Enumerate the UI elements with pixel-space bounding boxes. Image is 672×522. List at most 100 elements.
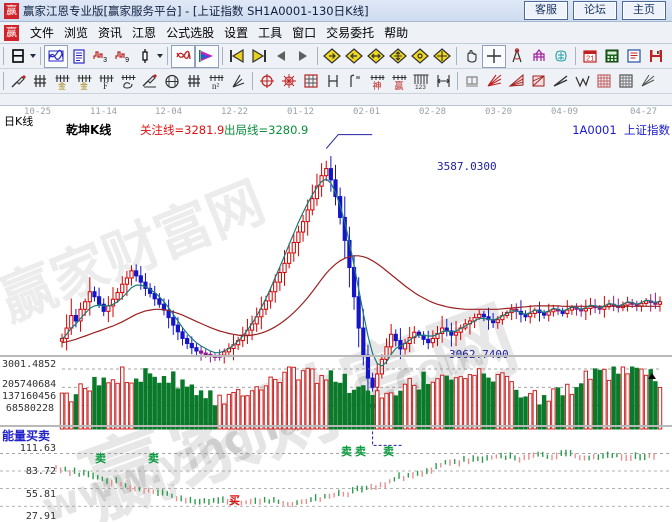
double-arrow-button[interactable] — [432, 71, 454, 92]
gann-f-button[interactable]: F — [95, 71, 117, 92]
fan-lines-button[interactable] — [483, 71, 505, 92]
spiral-button[interactable] — [117, 71, 139, 92]
grid-red-button[interactable] — [593, 71, 615, 92]
prev-button[interactable] — [270, 46, 292, 67]
angle-button[interactable] — [227, 71, 249, 92]
brain-button[interactable] — [550, 46, 572, 67]
svg-text:卖: 卖 — [341, 444, 352, 458]
zigzag-button[interactable] — [571, 71, 593, 92]
single-candle-button[interactable] — [134, 46, 156, 67]
n-squared-button[interactable]: n² — [205, 71, 227, 92]
chart-area[interactable]: 赢家财富网 赢家财富网 www.yingjia360.com 10-25 11-… — [0, 107, 672, 522]
date-tick: 12-04 — [155, 107, 183, 117]
square-grid-button[interactable] — [300, 71, 322, 92]
period-dropdown-chevron-down-icon[interactable] — [29, 46, 37, 67]
gann-fan-button[interactable] — [528, 46, 550, 67]
next-button[interactable] — [292, 46, 314, 67]
svg-text:金: 金 — [58, 81, 66, 90]
bracket-button[interactable] — [322, 71, 344, 92]
circle-grid-button[interactable] — [161, 71, 183, 92]
candle-dropdown-chevron-down-icon[interactable] — [156, 46, 164, 67]
menu-item-gann[interactable]: 江恩 — [132, 26, 157, 40]
grid-123-button[interactable]: 123 — [410, 71, 432, 92]
menu-item-formula-screen[interactable]: 公式选股 — [166, 26, 215, 40]
chart-header: 乾坤K线 关注线=3281.9 出局线=3280.9 1A0001 上证指数 — [0, 121, 672, 137]
price-panel[interactable]: 3587.0300 3062.7400 — [0, 134, 672, 447]
menu-item-browse[interactable]: 浏览 — [64, 26, 89, 40]
overlay-button[interactable] — [171, 44, 195, 68]
grid-dark-button[interactable] — [615, 71, 637, 92]
volume-axis-label: 68580228 — [5, 403, 54, 414]
menu-item-tools[interactable]: 工具 — [258, 26, 283, 40]
menu-item-settings[interactable]: 设置 — [224, 26, 249, 40]
nav-center-button[interactable] — [431, 46, 453, 67]
nav-horizontal-button[interactable] — [365, 46, 387, 67]
report-button[interactable] — [68, 46, 90, 67]
nav-right-button[interactable] — [321, 46, 343, 67]
crosshair-button[interactable] — [482, 44, 506, 68]
date-axis: 10-25 11-14 12-04 12-22 01-12 02-01 02-2… — [0, 107, 672, 119]
indicator-axis-label: 83.72 — [25, 466, 56, 477]
hand-tool-button[interactable] — [460, 46, 482, 67]
fan-small-button[interactable] — [637, 71, 659, 92]
svg-text:3: 3 — [103, 57, 107, 64]
svg-text:F: F — [103, 81, 108, 90]
calculator-button[interactable] — [601, 46, 623, 67]
last-page-button[interactable] — [248, 46, 270, 67]
indicator-axis-label: 55.81 — [25, 489, 56, 500]
notes-button[interactable] — [623, 46, 645, 67]
toolbar-separator — [457, 72, 458, 90]
klines-3-button[interactable]: 3 — [90, 46, 112, 67]
calendar-button[interactable]: 21 — [579, 46, 601, 67]
klines-9-button[interactable]: 9 — [112, 46, 134, 67]
menu-item-trade[interactable]: 交易委托 — [326, 26, 375, 40]
period-day-button[interactable] — [7, 46, 29, 67]
fan-fill-button[interactable] — [505, 71, 527, 92]
gann-gold-1-button[interactable]: 金 — [51, 71, 73, 92]
svg-text:n²: n² — [212, 81, 220, 90]
trend-line-button[interactable] — [549, 71, 571, 92]
compass-button[interactable] — [506, 46, 528, 67]
color-chart-button[interactable] — [195, 44, 219, 68]
date-tick: 01-12 — [287, 107, 315, 117]
gann-gold-2-button[interactable]: 金 — [73, 71, 95, 92]
menu-item-file[interactable]: 文件 — [30, 26, 55, 40]
hash-button[interactable] — [183, 71, 205, 92]
draw-pen-button[interactable] — [7, 71, 29, 92]
nav-move-button[interactable] — [409, 46, 431, 67]
symbol-name: 上证指数 — [624, 123, 670, 137]
forum-button[interactable]: 论坛 — [573, 1, 617, 20]
star-burst-button[interactable] — [278, 71, 300, 92]
channel-button[interactable] — [461, 71, 483, 92]
polygon-button[interactable] — [527, 71, 549, 92]
toolbar-separator — [317, 47, 318, 65]
homepage-button[interactable]: 主页 — [622, 1, 666, 20]
multi-chart-button[interactable] — [44, 44, 68, 68]
volume-panel[interactable]: 3001.4852 205740684 137160456 68580228 — [0, 355, 672, 445]
menu-item-help[interactable]: 帮助 — [384, 26, 409, 40]
pen-line-button[interactable] — [139, 71, 161, 92]
indicator-plot: 卖卖卖卖卖买 — [0, 444, 672, 508]
ying-button[interactable]: 赢 — [388, 71, 410, 92]
target-button[interactable] — [256, 71, 278, 92]
save-button[interactable] — [645, 46, 667, 67]
panel-divider — [0, 425, 672, 427]
indicator-axis-label: 111.63 — [19, 443, 56, 454]
date-tick: 02-28 — [419, 107, 447, 117]
gann-grid-button[interactable] — [29, 71, 51, 92]
menu-item-window[interactable]: 窗口 — [292, 26, 317, 40]
indicator-panel[interactable]: 能量买卖 卖卖卖卖卖买 111.63 83.72 55.81 27.91 — [0, 425, 672, 522]
nav-expand-button[interactable] — [387, 46, 409, 67]
menu-item-news[interactable]: 资讯 — [98, 26, 123, 40]
first-page-button[interactable] — [226, 46, 248, 67]
date-tick: 10-25 — [24, 107, 52, 117]
customer-service-button[interactable]: 客服 — [524, 1, 568, 20]
svg-text:卖: 卖 — [95, 451, 106, 465]
indicator-name: 乾坤K线 — [66, 123, 112, 137]
nav-left-button[interactable] — [343, 46, 365, 67]
svg-text:卖: 卖 — [148, 451, 159, 465]
shen-button[interactable]: 神 — [366, 71, 388, 92]
ruler-button[interactable] — [344, 71, 366, 92]
extra-button[interactable] — [667, 46, 672, 67]
toolbar-spacer — [0, 94, 672, 106]
